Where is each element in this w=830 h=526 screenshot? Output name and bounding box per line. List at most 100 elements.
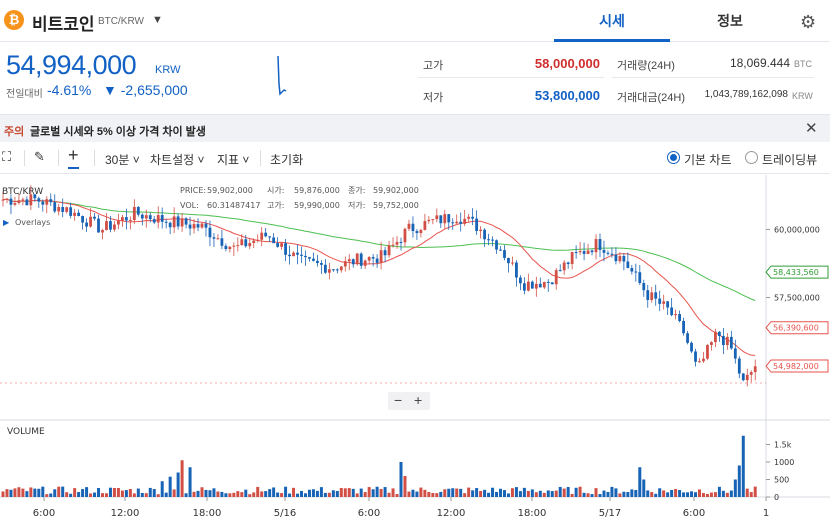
price-tick-label: 57,500,000 <box>774 294 820 303</box>
candle-body <box>590 250 594 253</box>
fullscreen-icon[interactable]: ⛶ <box>2 149 12 164</box>
candle-body <box>387 245 391 256</box>
zoom-out-button[interactable]: − <box>394 392 403 408</box>
volume-bar <box>101 493 104 497</box>
volume-bar <box>176 472 180 497</box>
high-label: 고가 <box>423 60 444 72</box>
volume-bar <box>435 493 439 497</box>
crosshair-icon[interactable]: + <box>68 146 79 169</box>
tradingview-radio[interactable] <box>745 151 758 164</box>
volume-bar <box>554 490 558 497</box>
volume-bar <box>475 488 479 497</box>
zoom-in-button[interactable]: + <box>414 392 423 408</box>
tradingview-label[interactable]: 트레이딩뷰 <box>762 153 818 167</box>
volume-bar <box>510 488 514 497</box>
candle-body <box>312 258 315 261</box>
volume-bar <box>343 488 347 497</box>
volume-bar <box>65 492 69 497</box>
candle-body <box>574 252 578 254</box>
basic-chart-radio[interactable] <box>667 151 680 164</box>
candle-body <box>403 228 407 243</box>
volume-bar <box>729 490 733 497</box>
coin-pair[interactable]: BTC/KRW <box>98 16 144 27</box>
price-chart[interactable]: BTC/KRW PRICE: 59,902,000 시가: 59,876,000… <box>0 175 830 526</box>
volume-bar <box>256 486 260 497</box>
candle-body <box>228 246 232 250</box>
legend-close-label: 종가: <box>348 186 365 195</box>
indicators-button[interactable]: 지표 ˅ <box>217 153 250 167</box>
basic-chart-label[interactable]: 기본 차트 <box>684 153 732 167</box>
divider <box>24 150 25 166</box>
candle-body <box>13 202 17 205</box>
candle-body <box>117 220 120 225</box>
zoom-controls: − + <box>388 392 430 410</box>
volume-bar <box>132 493 136 497</box>
volume-bar <box>626 491 630 497</box>
candle-body <box>383 250 387 256</box>
candle-body <box>252 240 256 244</box>
volume-bar <box>77 492 81 497</box>
time-tick-label: 1 <box>763 508 769 519</box>
volume-bar <box>33 488 37 497</box>
volume-bar <box>530 489 534 497</box>
candle-body <box>192 224 196 229</box>
volume-bar <box>427 491 431 497</box>
volume-bar <box>447 488 451 497</box>
volume-bar <box>383 487 387 497</box>
chevron-down-icon[interactable]: ▼ <box>152 14 163 26</box>
volume-bar <box>216 491 220 497</box>
volume-bar <box>148 487 152 497</box>
volume-bar <box>586 493 590 497</box>
candle-body <box>733 348 737 359</box>
reset-button[interactable]: 초기화 <box>270 153 304 167</box>
time-tick-label: 18:00 <box>518 508 547 519</box>
volume-bar <box>152 489 156 497</box>
volume-bar <box>228 493 232 497</box>
candle-body <box>97 218 100 233</box>
coin-name[interactable]: 비트코인 <box>32 15 95 34</box>
candle-body <box>638 272 642 284</box>
volume-bar <box>411 489 415 497</box>
tab-info[interactable]: 정보 <box>717 13 743 29</box>
time-tick-label: 5/16 <box>274 508 296 519</box>
overlays-toggle[interactable]: Overlays <box>15 218 50 227</box>
chart-settings-button[interactable]: 차트설정 ˅ <box>150 153 205 167</box>
volume-bar <box>236 491 240 497</box>
divider <box>612 77 814 78</box>
close-icon[interactable]: ✕ <box>805 120 818 137</box>
volume-bar <box>69 493 73 497</box>
candle-body <box>443 214 447 224</box>
volume-bar <box>371 489 375 497</box>
candle-body <box>578 251 582 253</box>
candle-body <box>654 292 658 299</box>
price-tag-box <box>765 359 829 373</box>
notice-tag: 주의 <box>4 126 25 138</box>
overlays-caret-icon[interactable]: ▶ <box>3 218 10 227</box>
tab-quote[interactable]: 시세 <box>554 0 670 42</box>
candle-body <box>69 207 73 216</box>
gear-icon[interactable]: ⚙ <box>800 12 817 32</box>
volume-value: 18,069.444 <box>729 56 790 70</box>
candle-body <box>184 218 188 225</box>
volume-bar <box>311 489 315 497</box>
interval-select[interactable]: 30분 ˅ <box>105 153 140 167</box>
volume-bar <box>97 488 101 497</box>
volume-bar <box>705 493 709 497</box>
pencil-icon[interactable]: ✎ <box>34 149 45 164</box>
time-tick-label: 18:00 <box>193 508 222 519</box>
candle-body <box>542 281 546 288</box>
volume-bar <box>546 490 550 497</box>
volume-bar <box>300 490 303 497</box>
candle-body <box>538 283 542 288</box>
price-unit: KRW <box>155 64 181 76</box>
candle-body <box>256 239 260 241</box>
volume-bar <box>562 488 566 497</box>
volume-bar <box>49 493 53 497</box>
candle-body <box>710 342 713 345</box>
volume-bar <box>694 492 698 497</box>
candle-body <box>702 358 705 362</box>
divider <box>418 77 604 78</box>
candle-body <box>737 358 741 374</box>
candle-body <box>101 230 104 233</box>
legend-open-label: 시가: <box>267 186 284 195</box>
